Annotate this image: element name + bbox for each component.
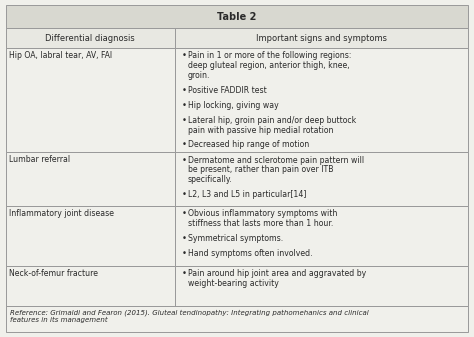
Text: Differential diagnosis: Differential diagnosis <box>45 34 135 43</box>
Text: Dermatome and sclerotome pain pattern will: Dermatome and sclerotome pain pattern wi… <box>188 155 364 164</box>
Text: L2, L3 and L5 in particular[14]: L2, L3 and L5 in particular[14] <box>188 190 306 199</box>
Bar <box>174 206 468 266</box>
Text: Lateral hip, groin pain and/or deep buttock: Lateral hip, groin pain and/or deep butt… <box>188 116 356 125</box>
Text: •: • <box>182 141 187 150</box>
Bar <box>6 206 174 266</box>
Text: Decreased hip range of motion: Decreased hip range of motion <box>188 141 309 150</box>
Text: be present, rather than pain over ITB: be present, rather than pain over ITB <box>188 165 333 174</box>
Bar <box>174 152 468 206</box>
Text: Hip OA, labral tear, AV, FAI: Hip OA, labral tear, AV, FAI <box>9 51 112 60</box>
Text: •: • <box>182 269 187 278</box>
Text: Lumbar referral: Lumbar referral <box>9 155 70 164</box>
Text: Positive FADDIR test: Positive FADDIR test <box>188 86 266 95</box>
Bar <box>174 48 468 152</box>
Text: Hand symptoms often involved.: Hand symptoms often involved. <box>188 249 312 258</box>
Text: Symmetrical symptoms.: Symmetrical symptoms. <box>188 234 283 243</box>
Text: •: • <box>182 249 187 258</box>
Text: •: • <box>182 51 187 60</box>
Text: Table 2: Table 2 <box>217 12 257 22</box>
Text: Pain in 1 or more of the following regions:: Pain in 1 or more of the following regio… <box>188 51 351 60</box>
Text: Reference: Grimaldi and Fearon (2015). Gluteal tendinopathy: Integrating pathome: Reference: Grimaldi and Fearon (2015). G… <box>10 309 369 323</box>
Bar <box>6 28 174 48</box>
Text: groin.: groin. <box>188 71 210 80</box>
Bar <box>6 152 174 206</box>
Bar <box>6 48 174 152</box>
Text: deep gluteal region, anterior thigh, knee,: deep gluteal region, anterior thigh, kne… <box>188 61 349 70</box>
Text: •: • <box>182 155 187 164</box>
Text: •: • <box>182 210 187 218</box>
Bar <box>6 266 174 306</box>
Text: Obvious inflammatory symptoms with: Obvious inflammatory symptoms with <box>188 210 337 218</box>
Bar <box>6 306 468 332</box>
Text: weight-bearing activity: weight-bearing activity <box>188 279 279 288</box>
Text: Pain around hip joint area and aggravated by: Pain around hip joint area and aggravate… <box>188 269 366 278</box>
Bar <box>174 266 468 306</box>
Text: •: • <box>182 86 187 95</box>
Text: Important signs and symptoms: Important signs and symptoms <box>256 34 387 43</box>
Text: Neck-of-femur fracture: Neck-of-femur fracture <box>9 269 98 278</box>
Text: •: • <box>182 190 187 199</box>
Text: pain with passive hip medial rotation: pain with passive hip medial rotation <box>188 125 333 134</box>
Text: Hip locking, giving way: Hip locking, giving way <box>188 101 279 110</box>
Text: •: • <box>182 116 187 125</box>
Text: •: • <box>182 234 187 243</box>
Text: specifically.: specifically. <box>188 175 233 184</box>
Text: •: • <box>182 101 187 110</box>
Text: Inflammatory joint disease: Inflammatory joint disease <box>9 209 114 218</box>
Bar <box>6 5 468 28</box>
Bar <box>174 28 468 48</box>
Text: stiffness that lasts more than 1 hour.: stiffness that lasts more than 1 hour. <box>188 219 333 228</box>
